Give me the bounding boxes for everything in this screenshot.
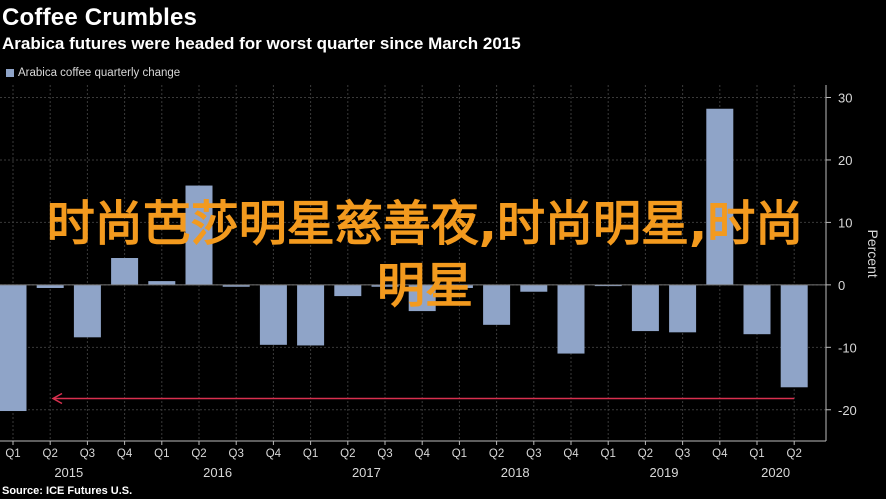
bar-q4-15 xyxy=(557,284,585,354)
x-tick-label: Q4 xyxy=(266,448,282,460)
x-tick-label: Q3 xyxy=(229,448,244,460)
x-tick-label: Q2 xyxy=(340,448,355,460)
x-tick-label: Q1 xyxy=(154,448,169,460)
bar-q4-3 xyxy=(111,258,139,285)
bar-q1-0 xyxy=(0,284,27,412)
bar-q1-4 xyxy=(148,281,176,285)
y-tick-label: -20 xyxy=(838,403,857,418)
bar-q1-16 xyxy=(594,284,622,287)
x-tick-label: Q3 xyxy=(80,448,95,460)
year-label-2020: 2020 xyxy=(761,465,790,480)
x-tick-label: Q2 xyxy=(43,448,58,460)
x-tick-label: Q1 xyxy=(749,448,764,460)
bar-q2-13 xyxy=(483,284,511,325)
legend-label: Arabica coffee quarterly change xyxy=(18,67,181,79)
chart-title: Coffee Crumbles xyxy=(2,4,198,31)
x-tick-label: Q3 xyxy=(526,448,541,460)
x-tick-label: Q3 xyxy=(377,448,392,460)
bar-q3-2 xyxy=(73,284,101,338)
x-tick-label: Q2 xyxy=(787,448,802,460)
x-tick-label: Q4 xyxy=(712,448,728,460)
chart-subtitle: Arabica futures were headed for worst qu… xyxy=(2,34,521,53)
x-tick-label: Q2 xyxy=(489,448,504,460)
x-tick-label: Q4 xyxy=(563,448,579,460)
source-note: Source: ICE Futures U.S. xyxy=(2,485,133,497)
bar-q3-6 xyxy=(222,284,250,287)
y-tick-label: 10 xyxy=(838,215,852,230)
year-label-2018: 2018 xyxy=(501,465,530,480)
x-tick-label: Q1 xyxy=(5,448,20,460)
y-tick-label: 0 xyxy=(838,278,845,293)
year-label-2015: 2015 xyxy=(54,465,83,480)
bar-q2-1 xyxy=(36,284,64,288)
bar-q3-10 xyxy=(371,284,399,287)
x-tick-label: Q4 xyxy=(117,448,133,460)
bar-q2-21 xyxy=(780,284,808,388)
x-tick-label: Q2 xyxy=(638,448,653,460)
y-tick-label: -10 xyxy=(838,340,857,355)
year-label-2017: 2017 xyxy=(352,465,381,480)
bar-q3-18 xyxy=(669,284,697,333)
annotation-arrow-head xyxy=(51,392,63,405)
year-label-2016: 2016 xyxy=(203,465,232,480)
x-tick-label: Q2 xyxy=(191,448,206,460)
bar-q3-14 xyxy=(520,284,548,292)
y-axis-title: Percent xyxy=(865,230,881,278)
x-tick-label: Q1 xyxy=(601,448,616,460)
bar-q1-20 xyxy=(743,284,771,335)
bar-q2-5 xyxy=(185,185,213,285)
bar-q2-17 xyxy=(631,284,659,332)
bar-q2-9 xyxy=(334,284,362,297)
legend: Arabica coffee quarterly change xyxy=(6,67,180,79)
y-tick-label: 20 xyxy=(838,153,852,168)
x-tick-label: Q4 xyxy=(415,448,431,460)
y-tick-label: 30 xyxy=(838,90,852,105)
bar-q4-11 xyxy=(408,284,436,312)
bar-q4-7 xyxy=(259,284,287,345)
x-tick-label: Q3 xyxy=(675,448,690,460)
legend-swatch xyxy=(6,69,14,77)
bar-q1-8 xyxy=(297,284,325,346)
x-tick-label: Q1 xyxy=(452,448,467,460)
year-label-2019: 2019 xyxy=(650,465,679,480)
bar-q4-19 xyxy=(706,108,734,285)
bar-q1-12 xyxy=(445,284,473,288)
x-tick-label: Q1 xyxy=(303,448,318,460)
